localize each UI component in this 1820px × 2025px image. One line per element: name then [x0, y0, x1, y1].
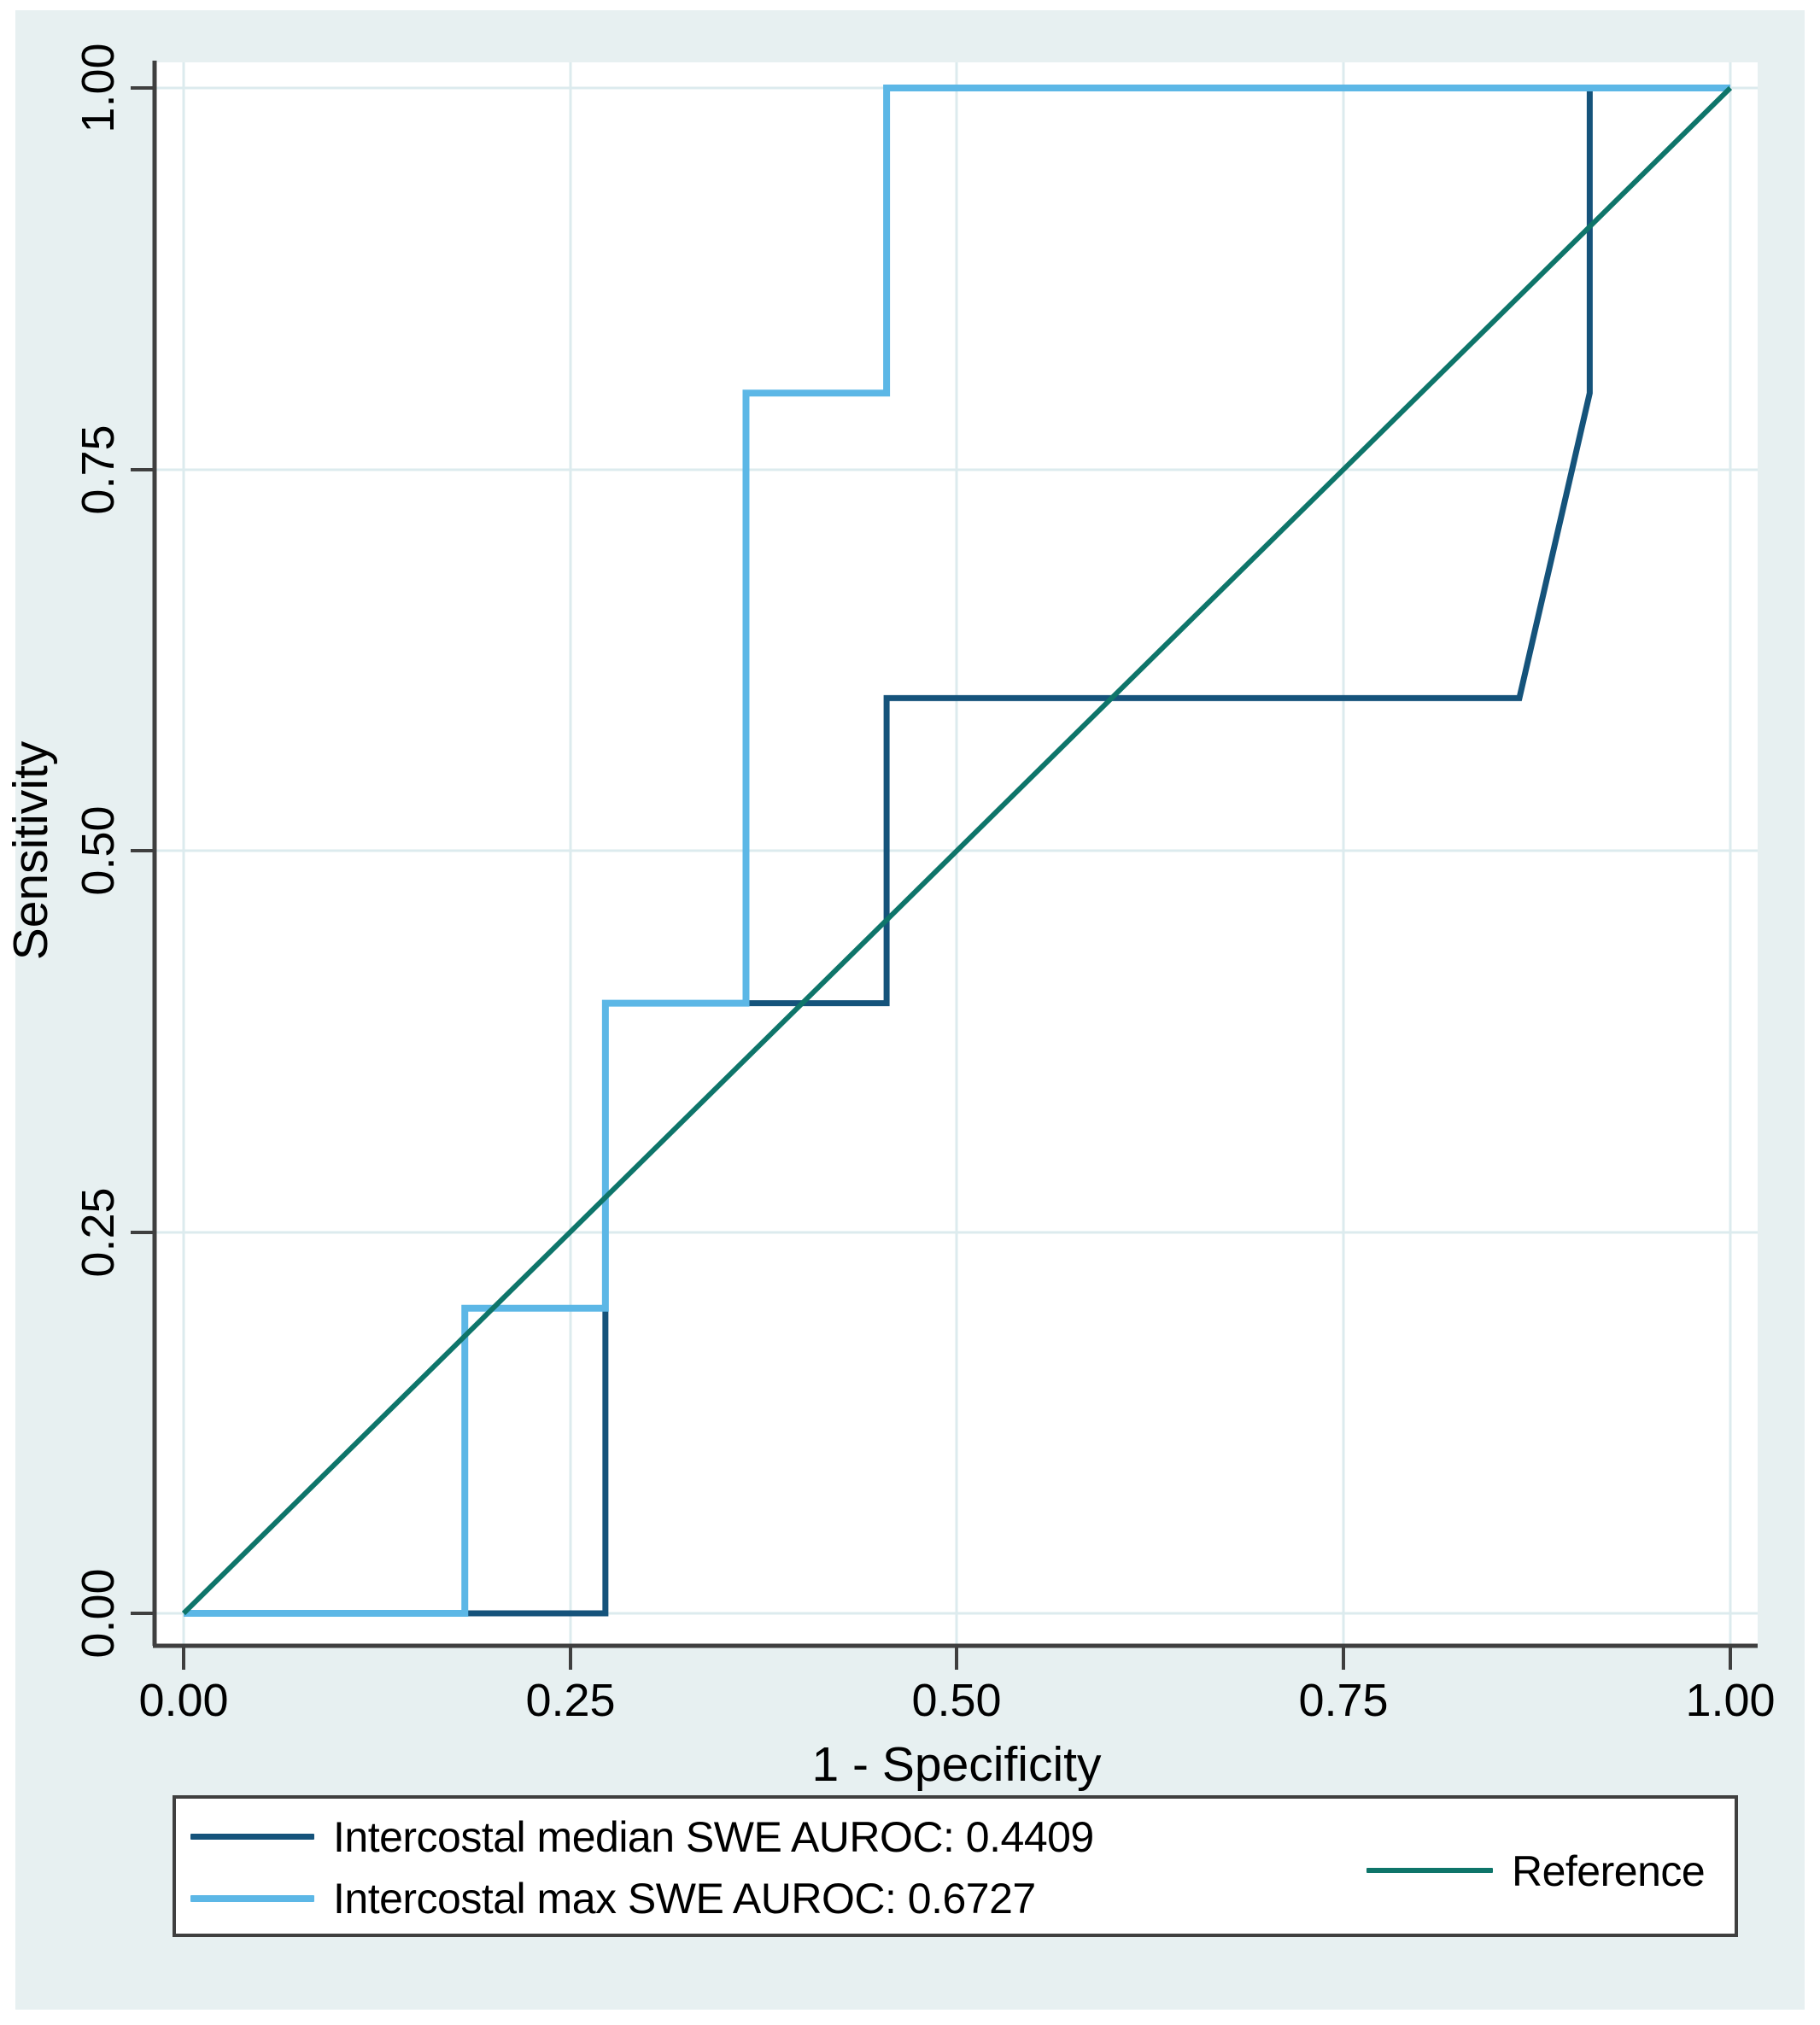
- legend-swatch-reference: [1366, 1868, 1493, 1873]
- legend-label-reference: Reference: [1512, 1847, 1706, 1895]
- y-tick-label: 0.25: [73, 1187, 124, 1278]
- legend-box: [173, 1795, 1738, 1937]
- y-axis-title: Sensitivity: [3, 740, 58, 961]
- y-tick-label: 1.00: [73, 43, 124, 133]
- x-tick-label: 0.25: [525, 1675, 616, 1726]
- x-axis-title: 1 - Specificity: [811, 1737, 1102, 1792]
- legend-label-median: Intercostal median SWE AUROC: 0.4409: [333, 1813, 1094, 1861]
- plot-area: [156, 62, 1758, 1646]
- y-tick-label: 0.75: [73, 424, 124, 515]
- x-tick-label: 1.00: [1685, 1675, 1776, 1726]
- x-tick-label: 0.00: [138, 1675, 229, 1726]
- y-tick-label: 0.00: [73, 1568, 124, 1659]
- x-tick-label: 0.75: [1298, 1675, 1389, 1726]
- legend-swatch-median: [190, 1834, 314, 1840]
- legend-label-max: Intercostal max SWE AUROC: 0.6727: [333, 1875, 1036, 1923]
- x-tick-label: 0.50: [911, 1675, 1002, 1726]
- y-tick-label: 0.50: [73, 805, 124, 896]
- legend-swatch-max: [190, 1895, 314, 1902]
